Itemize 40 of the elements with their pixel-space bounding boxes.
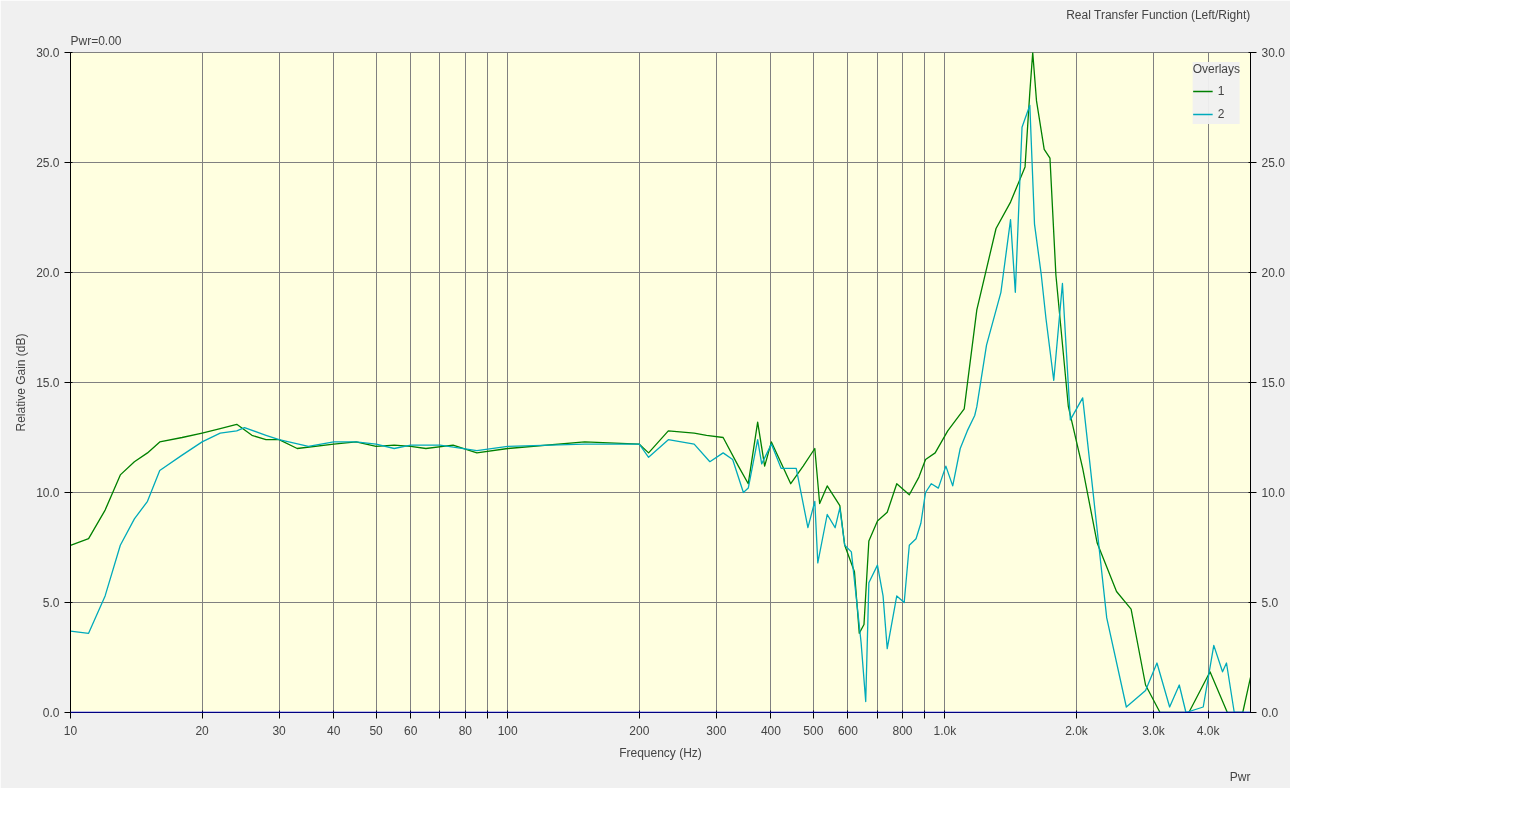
- y-tick-label: 10.0: [36, 486, 60, 500]
- legend-label: 2: [1217, 107, 1226, 121]
- y2-tick-label: 25.0: [1261, 156, 1286, 170]
- x-axis-title: Frequency (Hz): [619, 745, 702, 760]
- x-tick-label: 4.0k: [1196, 723, 1221, 738]
- text: Pwr=0.00: [70, 33, 122, 48]
- x-tick-label: 100: [497, 723, 519, 738]
- x-tick-label: 60: [404, 723, 418, 738]
- y-tick-label: 20.0: [36, 266, 60, 280]
- legend-title: Overlays: [1192, 62, 1240, 76]
- chart-title: Real Transfer Function (Left/Right): [1066, 7, 1251, 22]
- x-tick-label: 2.0k: [1065, 723, 1089, 738]
- x-tick-label: 500: [803, 723, 824, 738]
- x-tick-label: 10: [63, 723, 78, 738]
- y-tick-label: 15.0: [36, 376, 60, 390]
- x-tick-label: 80: [458, 723, 473, 738]
- legend-label: 1: [1217, 84, 1226, 98]
- x-tick-label: 400: [760, 723, 782, 738]
- y-tick-label: 5.0: [42, 596, 60, 610]
- x-tick-label: 40: [327, 723, 341, 738]
- y-tick-label: 25.0: [36, 156, 60, 170]
- y-tick-label: 30.0: [36, 46, 60, 60]
- x-tick-label: 300: [706, 723, 727, 738]
- y2-tick-label: 5.0: [1261, 596, 1279, 610]
- x-tick-label: 600: [837, 723, 859, 738]
- x-tick-label: 200: [629, 723, 650, 738]
- x-tick-label: 800: [892, 723, 913, 738]
- x-tick-label: 20: [195, 723, 210, 738]
- text: Pwr: [1229, 769, 1251, 784]
- y2-tick-label: 10.0: [1261, 486, 1286, 500]
- y-axis-title: Relative Gain (dB): [14, 333, 29, 432]
- x-tick-label: 50: [369, 723, 384, 738]
- y2-tick-label: 30.0: [1261, 46, 1286, 60]
- y2-tick-label: 15.0: [1261, 376, 1286, 390]
- y2-tick-label: 20.0: [1261, 266, 1286, 280]
- y-tick-label: 0.0: [42, 706, 60, 720]
- x-tick-label: 1.0k: [933, 723, 958, 738]
- y2-tick-label: 0.0: [1261, 706, 1279, 720]
- x-tick-label: 30: [272, 723, 287, 738]
- x-tick-label: 3.0k: [1142, 723, 1166, 738]
